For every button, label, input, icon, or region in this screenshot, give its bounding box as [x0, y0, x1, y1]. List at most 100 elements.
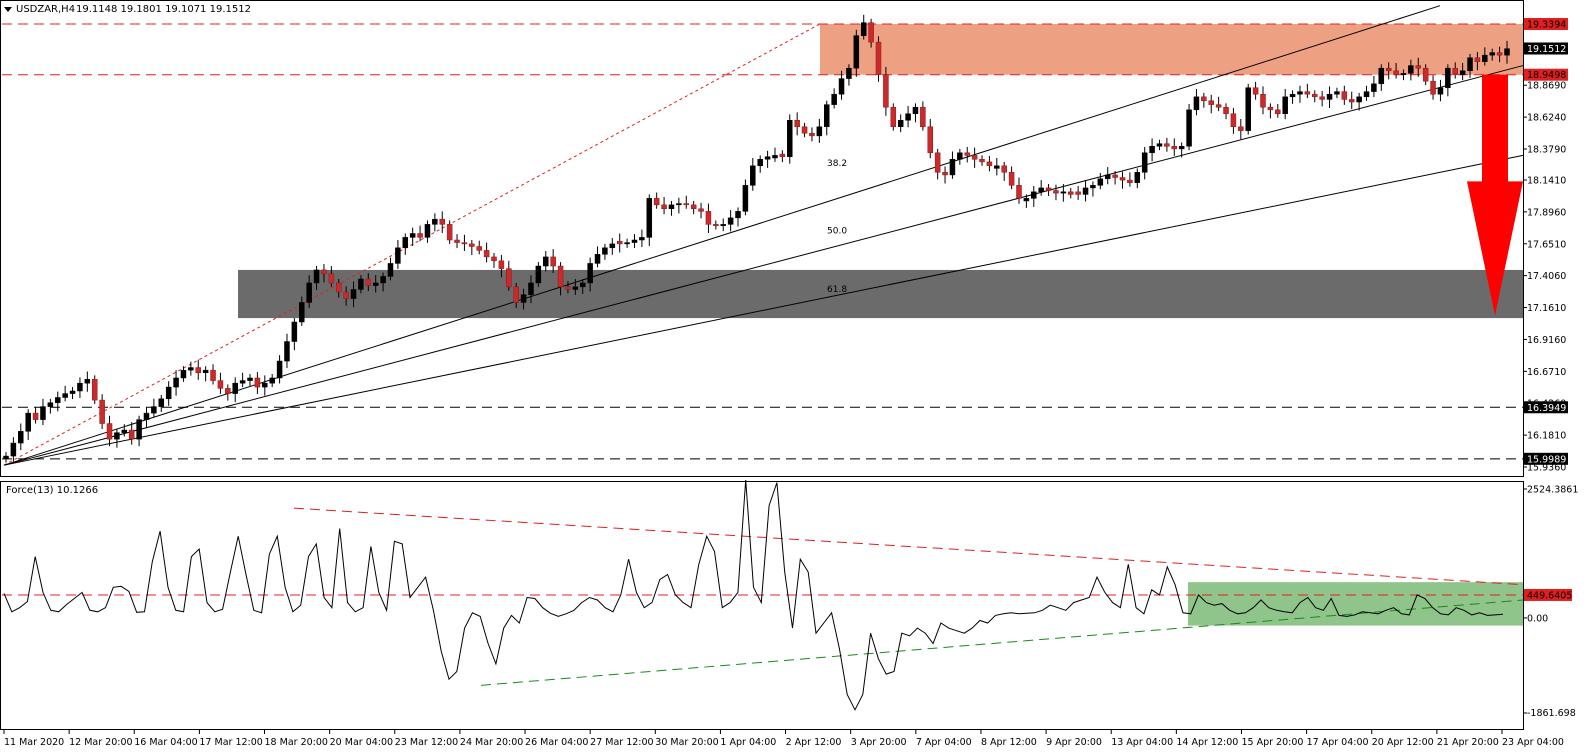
red-down-arrow-icon — [1467, 74, 1523, 316]
candle-body — [180, 369, 187, 379]
price-tick-label: 17.1610 — [1527, 303, 1566, 314]
candle-body — [1053, 190, 1059, 194]
candle-body — [409, 233, 416, 238]
candle-body — [491, 256, 497, 262]
candle-body — [1275, 109, 1281, 114]
candle-body — [151, 406, 157, 414]
level-tag-resistance-upper — [1524, 18, 1568, 30]
candle-body — [350, 289, 357, 299]
force-level-tag — [1524, 588, 1572, 601]
candle-body — [1489, 52, 1495, 56]
candle-body — [476, 246, 482, 251]
candle-body — [269, 377, 275, 384]
time-tick-label: 26 Mar 04:00 — [525, 737, 588, 748]
candles-layer — [3, 14, 1510, 463]
time-tick-label: 24 Mar 20:00 — [460, 737, 523, 748]
candle-body — [254, 377, 261, 388]
price-tick-label: 18.1410 — [1527, 175, 1566, 186]
candle-body — [1282, 96, 1288, 114]
candle-body — [1164, 143, 1170, 147]
candle-body — [461, 242, 468, 245]
time-tick-label: 17 Mar 12:00 — [199, 737, 262, 748]
fib-label-50-0: 50.0 — [827, 226, 847, 236]
candle-body — [1134, 172, 1141, 183]
candle-body — [3, 455, 9, 459]
candle-body — [1260, 93, 1266, 108]
candle-body — [18, 431, 24, 444]
candle-body — [831, 93, 837, 105]
candle-body — [1363, 91, 1370, 98]
time-tick-label: 20 Apr 12:00 — [1372, 737, 1434, 748]
level-tag-label: 19.3394 — [1527, 20, 1566, 31]
level-tag-support-lower — [1524, 452, 1568, 465]
candle-body — [1304, 91, 1311, 95]
candle-body — [846, 67, 852, 79]
candle-body — [1067, 191, 1074, 195]
force-tick-label: 0.00 — [1527, 613, 1548, 624]
price-axis: 18.8690 18.6240 18.3790 18.1410 17.8960 17.65… — [1523, 81, 1566, 474]
candle-body — [676, 203, 682, 206]
level-tag-label: 19.1512 — [1527, 44, 1566, 55]
level-tags-layer: 19.3394 19.1512 18.9498 16.3949 15.9989 — [1524, 18, 1568, 465]
candle-body — [1356, 96, 1362, 103]
candle-body — [262, 382, 268, 388]
candle-body — [321, 269, 327, 275]
candle-body — [1267, 106, 1274, 111]
candle-body — [158, 398, 165, 407]
time-tick-label: 12 Mar 20:00 — [69, 737, 132, 748]
candle-body — [1171, 146, 1178, 150]
force-tick-label: -1861.698 — [1527, 708, 1576, 719]
candle-body — [1090, 185, 1096, 189]
candle-body — [616, 241, 623, 245]
candle-body — [816, 126, 823, 137]
candle-body — [1474, 57, 1481, 62]
candle-body — [136, 419, 142, 440]
force-tick-label: 2524.3861 — [1527, 485, 1578, 496]
time-tick-label: 27 Mar 12:00 — [590, 737, 653, 748]
candle-body — [1437, 87, 1444, 95]
time-tick-label: 17 Apr 04:00 — [1307, 737, 1369, 748]
candle-body — [55, 397, 61, 403]
candle-body — [1482, 54, 1488, 62]
candle-body — [1289, 93, 1296, 98]
candle-body — [380, 276, 386, 284]
candle-body — [313, 269, 320, 284]
candle-body — [276, 360, 283, 379]
candle-body — [646, 198, 653, 238]
candle-body — [498, 260, 505, 269]
force-index-line — [3, 479, 1504, 711]
collapse-triangle-icon[interactable] — [4, 7, 12, 12]
candle-body — [543, 256, 549, 267]
force-level-tag-label: 449.6405 — [1527, 590, 1572, 601]
time-tick-label: 20 Mar 04:00 — [330, 737, 393, 748]
candle-body — [1459, 70, 1466, 75]
candle-body — [964, 152, 970, 156]
time-tick-label: 9 Apr 20:00 — [1046, 737, 1102, 748]
candle-body — [653, 198, 660, 206]
candle-body — [1215, 104, 1222, 108]
candle-body — [1038, 187, 1044, 193]
candle-body — [513, 286, 519, 303]
candle-body — [84, 379, 91, 384]
candle-body — [1408, 65, 1414, 74]
candle-body — [1097, 178, 1104, 186]
level-tag-label: 16.3949 — [1527, 403, 1566, 414]
candle-body — [91, 379, 98, 401]
candle-body — [1312, 93, 1318, 98]
time-tick-label: 11 Mar 2020 — [4, 737, 64, 748]
levels-layer — [2, 23, 1523, 460]
bearish-arrow — [1467, 74, 1523, 316]
candle-body — [994, 165, 1000, 169]
candle-body — [77, 382, 83, 392]
candle-body — [838, 78, 845, 95]
candle-body — [764, 156, 771, 160]
time-tick-label: 14 Apr 12:00 — [1176, 737, 1238, 748]
candle-body — [247, 377, 253, 381]
candle-body — [1378, 67, 1385, 85]
candle-body — [1385, 67, 1392, 72]
candle-body — [69, 390, 76, 394]
candle-body — [47, 402, 54, 407]
candle-body — [395, 247, 401, 264]
candle-body — [890, 106, 897, 128]
